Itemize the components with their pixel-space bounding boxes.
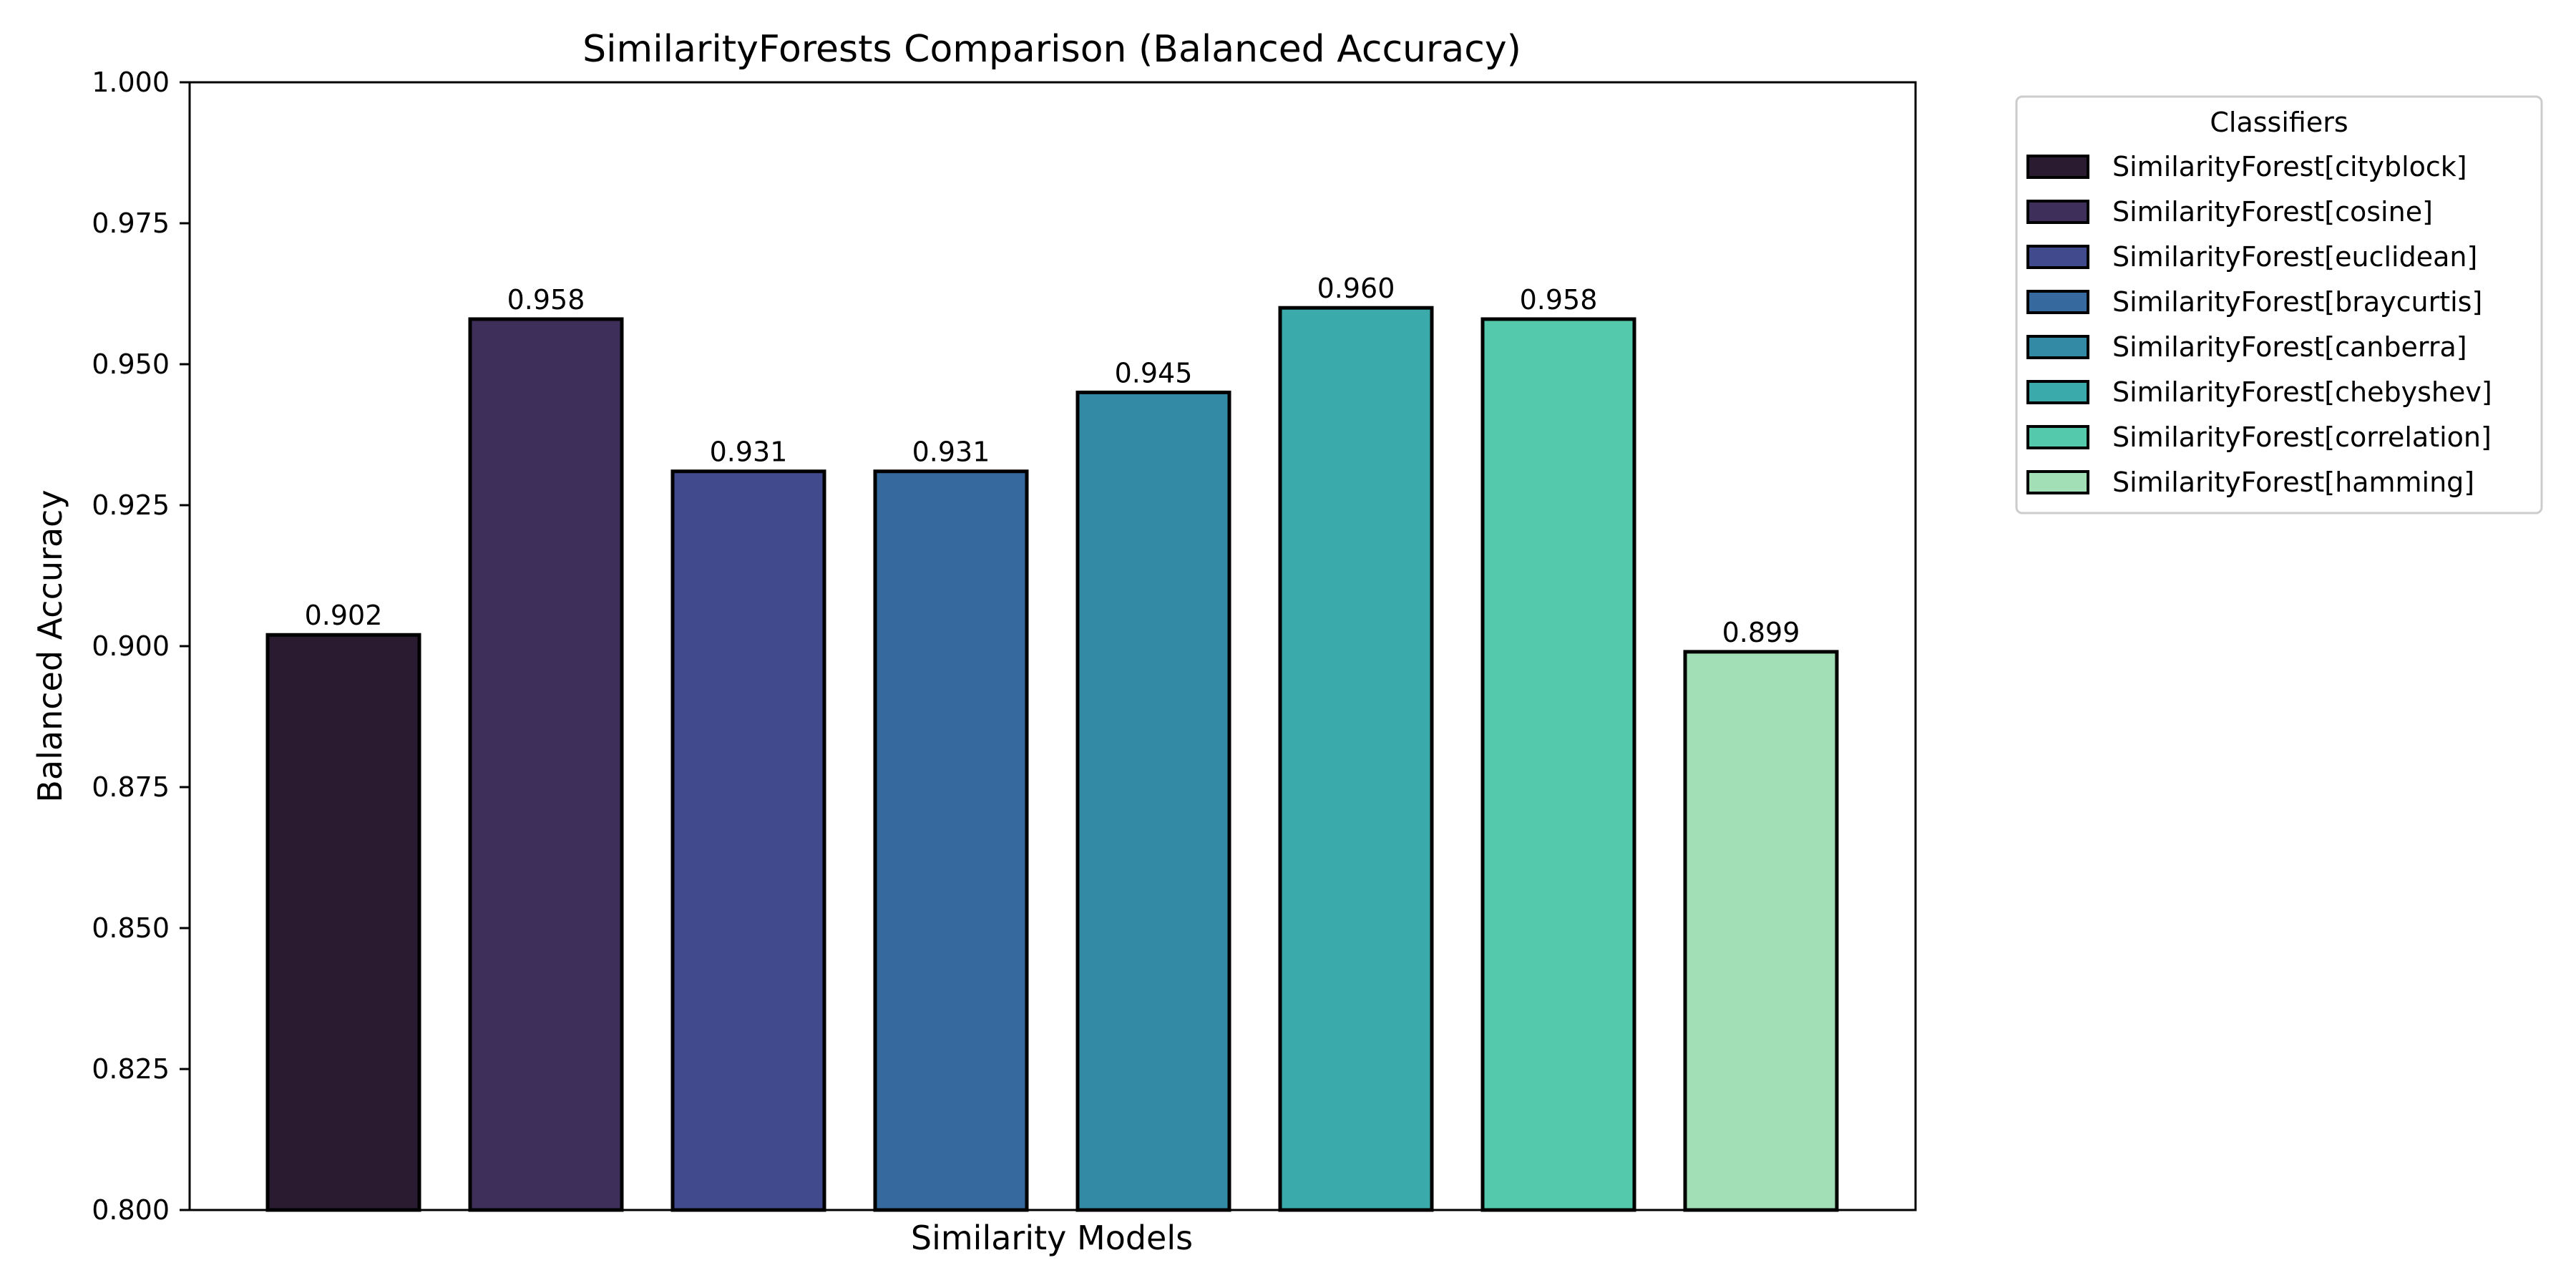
bar-value-label: 0.960 <box>1317 273 1395 304</box>
bar-value-label: 0.902 <box>305 600 383 631</box>
legend-label: SimilarityForest[euclidean] <box>2112 241 2477 273</box>
legend-label: SimilarityForest[hamming] <box>2112 467 2474 498</box>
y-tick-label: 0.925 <box>92 489 170 521</box>
chart-title: SimilarityForests Comparison (Balanced A… <box>582 28 1521 71</box>
legend-swatch <box>2026 380 2089 404</box>
legend-swatch <box>2026 470 2089 494</box>
y-tick-label: 0.975 <box>92 208 170 239</box>
bar <box>1683 650 1839 1212</box>
legend-items: SimilarityForest[cityblock] SimilarityFor… <box>2026 151 2492 498</box>
bar <box>1480 317 1636 1212</box>
legend-label: SimilarityForest[chebyshev] <box>2112 376 2492 408</box>
y-tick-label: 0.800 <box>92 1194 170 1226</box>
bar <box>468 317 624 1212</box>
legend-label: SimilarityForest[cosine] <box>2112 196 2433 228</box>
legend-swatch <box>2026 155 2089 179</box>
bar <box>1278 306 1434 1212</box>
y-tick-label: 1.000 <box>92 67 170 98</box>
y-tick-label: 0.950 <box>92 348 170 380</box>
plot-frame <box>188 81 1917 1211</box>
y-tick-label: 0.900 <box>92 630 170 662</box>
y-tick-label: 0.875 <box>92 771 170 803</box>
y-tick-label: 0.850 <box>92 912 170 944</box>
legend-swatch <box>2026 245 2089 269</box>
bar-value-label: 0.958 <box>507 284 585 316</box>
legend-title: Classifiers <box>2210 107 2348 138</box>
y-tick-label: 0.825 <box>92 1053 170 1085</box>
legend-label: SimilarityForest[correlation] <box>2112 421 2492 453</box>
y-axis-label: Balanced Accuracy <box>31 489 69 802</box>
legend-swatch <box>2026 290 2089 314</box>
legend-frame <box>2015 95 2543 514</box>
legend: Classifiers SimilarityForest[cityblock]S… <box>2015 95 2543 514</box>
bar <box>1075 390 1231 1212</box>
legend-label: SimilarityForest[canberra] <box>2112 331 2467 363</box>
data-labels-group: 0.902 0.958 0.931 0.931 0.945 0.960 0.958 0.899 <box>305 273 1800 648</box>
legend-label: SimilarityForest[cityblock] <box>2112 151 2467 182</box>
x-axis-label: Similarity Models <box>911 1219 1193 1257</box>
bar <box>670 469 826 1212</box>
legend-swatch <box>2026 425 2089 449</box>
legend-swatch <box>2026 335 2089 359</box>
legend-label: SimilarityForest[braycurtis] <box>2112 286 2482 318</box>
legend-swatch <box>2026 200 2089 224</box>
bar-value-label: 0.945 <box>1115 357 1193 389</box>
bar-value-label: 0.931 <box>710 436 788 468</box>
bar-value-label: 0.931 <box>912 436 990 468</box>
y-axis: 0.800 0.825 0.850 0.875 0.900 0.925 0.950 0.975… <box>92 67 190 1226</box>
bar <box>873 469 1029 1212</box>
bar-value-label: 0.899 <box>1722 617 1800 648</box>
bars-group <box>265 306 1839 1212</box>
bar-value-label: 0.958 <box>1520 284 1598 316</box>
bar <box>265 633 421 1212</box>
